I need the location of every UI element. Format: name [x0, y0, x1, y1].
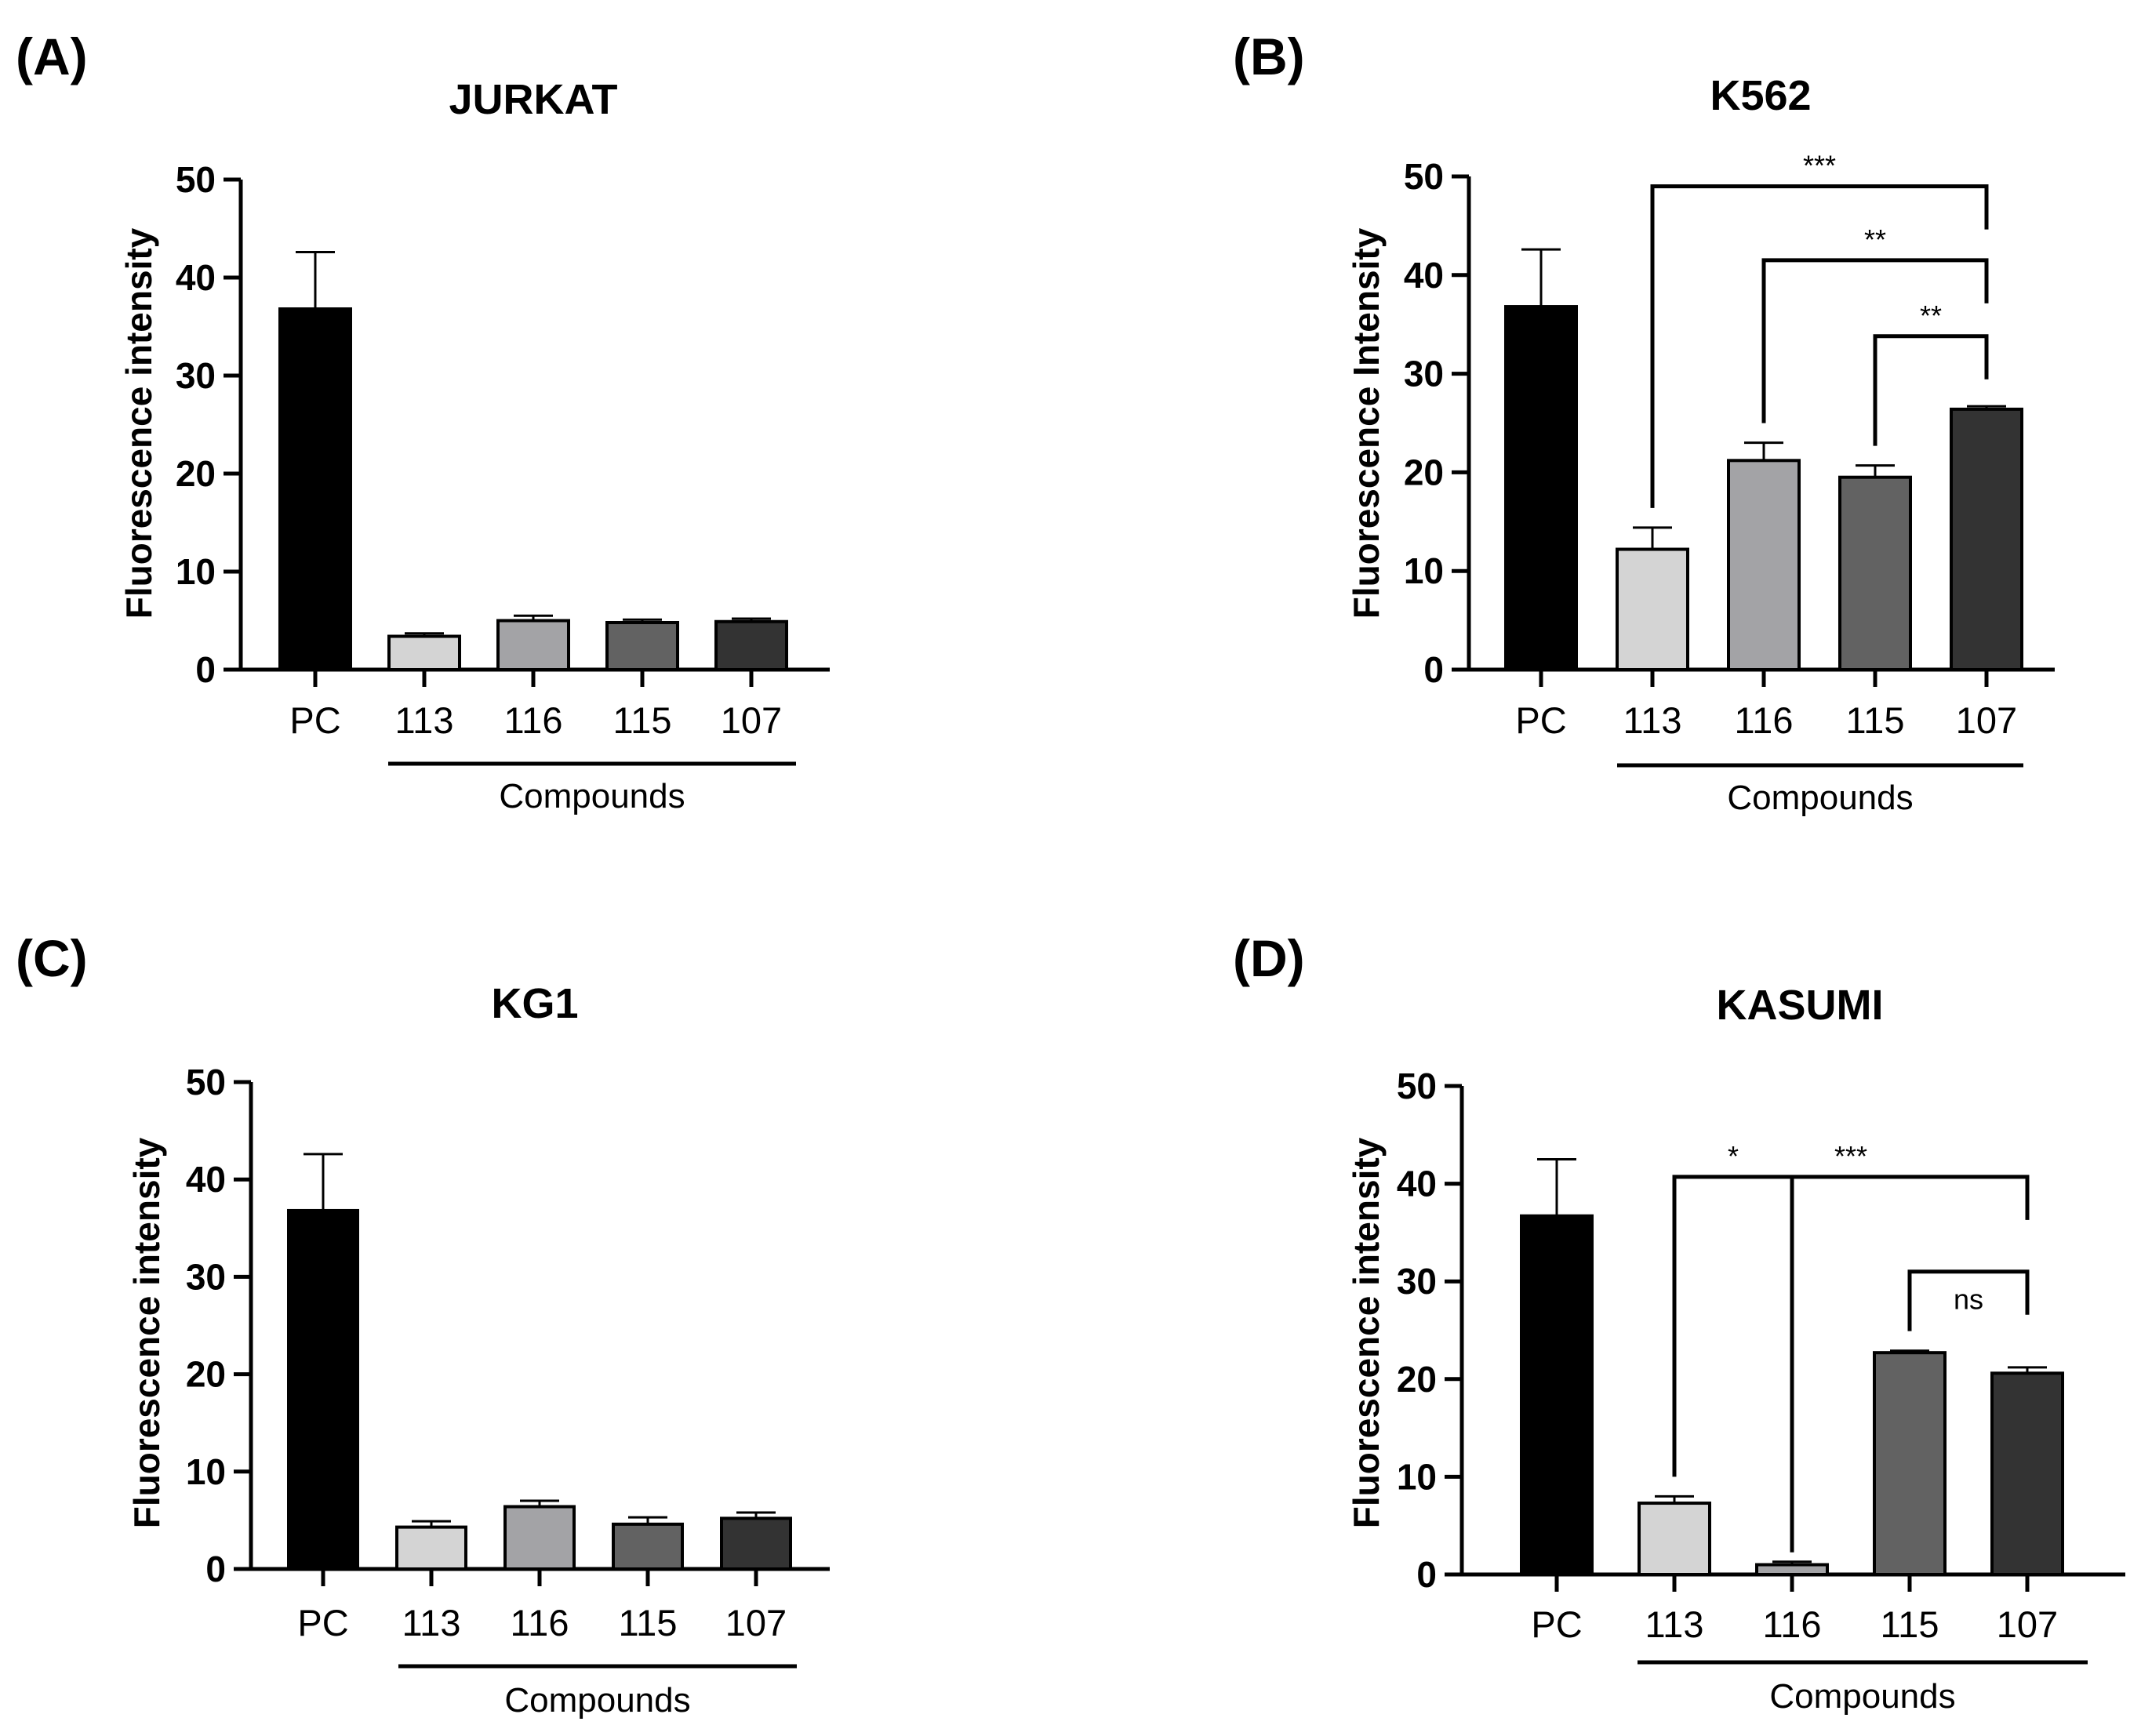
- y-tick-label: 10: [1404, 550, 1444, 591]
- x-tick-label: 107: [725, 1602, 787, 1643]
- y-tick-label: 0: [1416, 1554, 1437, 1595]
- x-tick-label: 107: [721, 699, 782, 741]
- significance-label: ***: [1834, 1140, 1867, 1172]
- x-axis-label: Compounds: [499, 777, 685, 815]
- y-axis-label: Fluorescence Intensity: [1346, 227, 1387, 619]
- y-tick-label: 20: [1397, 1359, 1437, 1400]
- bar-116: [1755, 1563, 1829, 1577]
- x-axis-label: Compounds: [1769, 1677, 1955, 1716]
- bar-107: [1990, 1371, 2064, 1576]
- y-tick-label: 20: [186, 1354, 226, 1395]
- y-tick-label: 20: [1404, 452, 1444, 492]
- y-tick-label: 30: [1404, 354, 1444, 394]
- y-tick-label: 30: [176, 355, 216, 396]
- chart-title: K562: [1710, 72, 1811, 119]
- bar-115: [1873, 1351, 1947, 1576]
- bar-113: [1616, 547, 1689, 671]
- chart-title: KG1: [491, 980, 578, 1027]
- bar-pc: [1520, 1214, 1594, 1577]
- y-tick-label: 50: [176, 159, 216, 200]
- y-tick-label: 0: [1423, 649, 1444, 690]
- y-tick-label: 40: [1404, 255, 1444, 296]
- bar-107: [714, 619, 788, 671]
- x-tick-label: 113: [1623, 699, 1682, 741]
- chart-panel-jurkat: (A) JURKAT 0 10 20 30 40 50 Fluorescence intensi…: [16, 27, 830, 815]
- significance-label: **: [1920, 300, 1942, 332]
- y-tick-label: 30: [186, 1256, 226, 1297]
- y-tick-label: 0: [205, 1549, 226, 1589]
- x-tick-label: 107: [1956, 699, 2017, 741]
- y-tick-label: 20: [176, 453, 216, 494]
- significance-bracket: [1761, 258, 1989, 423]
- chart-title: KASUMI: [1717, 982, 1884, 1029]
- x-tick-label: 116: [1763, 1603, 1822, 1645]
- bar-115: [612, 1522, 684, 1571]
- y-tick-label: 30: [1397, 1261, 1437, 1302]
- x-tick-label: 116: [1735, 699, 1794, 741]
- y-axis-label: Fluorescence intensity: [126, 1137, 167, 1528]
- x-tick-label: 113: [395, 699, 454, 741]
- x-axis-label: Compounds: [504, 1681, 690, 1720]
- panel-label: (A): [16, 27, 88, 85]
- x-tick-label: PC: [1515, 699, 1566, 741]
- significance-label: **: [1864, 223, 1886, 256]
- x-tick-label: PC: [297, 1602, 348, 1643]
- y-tick-label: 50: [186, 1062, 226, 1102]
- bar-116: [496, 619, 570, 671]
- bar-116: [1727, 459, 1801, 672]
- bar-pc: [1504, 305, 1578, 671]
- bar-107: [720, 1516, 792, 1571]
- y-tick-label: 10: [186, 1451, 226, 1492]
- chart-panel-kg1: (C) KG1 0 10 20 30 40 50 Fluorescence intensity P…: [16, 929, 830, 1720]
- significance-bracket: [1873, 334, 1989, 446]
- x-tick-label: 113: [402, 1602, 461, 1643]
- y-tick-label: 50: [1397, 1066, 1437, 1106]
- x-tick-label: 115: [1846, 699, 1905, 741]
- bar-115: [1838, 475, 1912, 671]
- x-tick-label: PC: [1531, 1603, 1582, 1645]
- x-tick-label: 115: [1881, 1603, 1939, 1645]
- x-tick-label: 113: [1645, 1603, 1704, 1645]
- y-tick-label: 50: [1404, 156, 1444, 197]
- bar-pc: [287, 1208, 359, 1571]
- bar-113: [395, 1525, 467, 1571]
- y-tick-label: 40: [176, 257, 216, 298]
- x-axis-label: Compounds: [1727, 779, 1913, 817]
- y-tick-label: 0: [195, 649, 216, 690]
- y-axis-label: Fluorescence intensity: [1346, 1137, 1387, 1528]
- y-tick-label: 40: [1397, 1164, 1437, 1204]
- significance-label: ***: [1803, 150, 1836, 182]
- chart-title: JURKAT: [449, 76, 618, 123]
- x-tick-label: 115: [613, 699, 672, 741]
- y-tick-label: 10: [1397, 1456, 1437, 1497]
- panel-label: (B): [1233, 27, 1305, 85]
- bar-113: [387, 634, 461, 671]
- bar-113: [1638, 1502, 1711, 1576]
- bar-pc: [278, 307, 352, 671]
- significance-bracket: [1672, 1175, 2030, 1477]
- panel-label: (C): [16, 929, 88, 987]
- bar-115: [605, 621, 679, 671]
- chart-panel-k562: (B) K562 0 10 20 30 40 50 Fluorescence Intensity…: [1233, 27, 2055, 817]
- bar-116: [503, 1505, 576, 1571]
- y-axis-label: Fluorescence intensity: [118, 227, 159, 619]
- x-tick-label: 115: [619, 1602, 678, 1643]
- significance-label: ns: [1954, 1284, 1983, 1316]
- x-tick-label: PC: [289, 699, 340, 741]
- significance-label: *: [1728, 1140, 1739, 1172]
- y-tick-label: 40: [186, 1159, 226, 1200]
- significance-bracket: [1650, 184, 1989, 508]
- x-tick-label: 116: [504, 699, 563, 741]
- significance-bracket: [1907, 1269, 2030, 1331]
- y-tick-label: 10: [176, 551, 216, 592]
- x-tick-label: 116: [511, 1602, 569, 1643]
- x-tick-label: 107: [1997, 1603, 2058, 1645]
- panel-label: (D): [1233, 929, 1305, 987]
- bar-107: [1950, 407, 2023, 671]
